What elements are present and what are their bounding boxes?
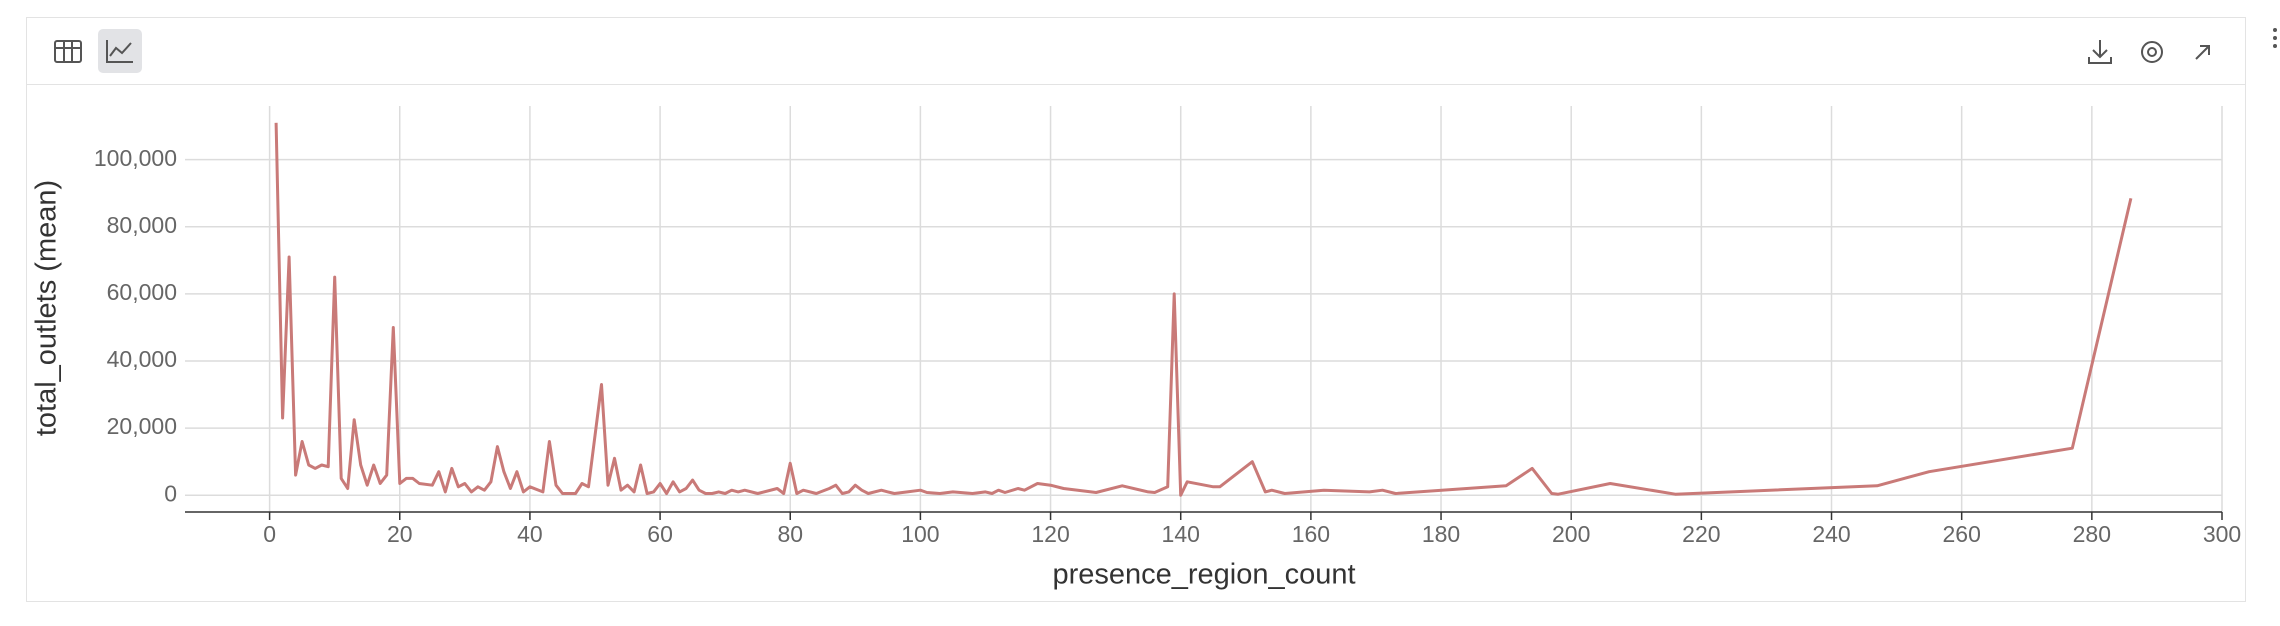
x-tick-label: 40 xyxy=(517,521,543,547)
download-button[interactable] xyxy=(2088,40,2112,64)
settings-button[interactable] xyxy=(2141,41,2163,63)
x-tick-label: 200 xyxy=(1552,521,1590,547)
y-axis-title: total_outlets (mean) xyxy=(31,180,63,436)
y-tick-label: 0 xyxy=(164,480,177,506)
x-tick-label: 60 xyxy=(647,521,673,547)
x-tick-label: 240 xyxy=(1812,521,1850,547)
more-button[interactable] xyxy=(2273,28,2277,48)
y-tick-label: 60,000 xyxy=(107,279,177,305)
x-tick-label: 300 xyxy=(2203,521,2241,547)
x-tick-label: 100 xyxy=(901,521,939,547)
chart-icon xyxy=(106,40,133,63)
y-tick-label: 40,000 xyxy=(107,346,177,372)
table-view-button[interactable] xyxy=(54,40,82,63)
y-tick-label: 80,000 xyxy=(107,212,177,238)
x-tick-label: 160 xyxy=(1292,521,1330,547)
y-tick-label: 100,000 xyxy=(94,145,177,171)
x-tick-label: 220 xyxy=(1682,521,1720,547)
expand-button[interactable] xyxy=(2195,45,2210,60)
x-tick-label: 80 xyxy=(777,521,803,547)
x-tick-label: 0 xyxy=(263,521,276,547)
card xyxy=(26,17,2246,602)
x-tick-label: 140 xyxy=(1162,521,1200,547)
x-tick-label: 120 xyxy=(1031,521,1069,547)
x-tick-label: 20 xyxy=(387,521,413,547)
x-tick-label: 280 xyxy=(2073,521,2111,547)
x-tick-label: 260 xyxy=(1942,521,1980,547)
toolbar-divider xyxy=(27,84,2245,85)
x-tick-label: 180 xyxy=(1422,521,1460,547)
y-tick-label: 20,000 xyxy=(107,413,177,439)
x-axis-title: presence_region_count xyxy=(1052,559,1355,591)
line-series xyxy=(274,122,2133,497)
